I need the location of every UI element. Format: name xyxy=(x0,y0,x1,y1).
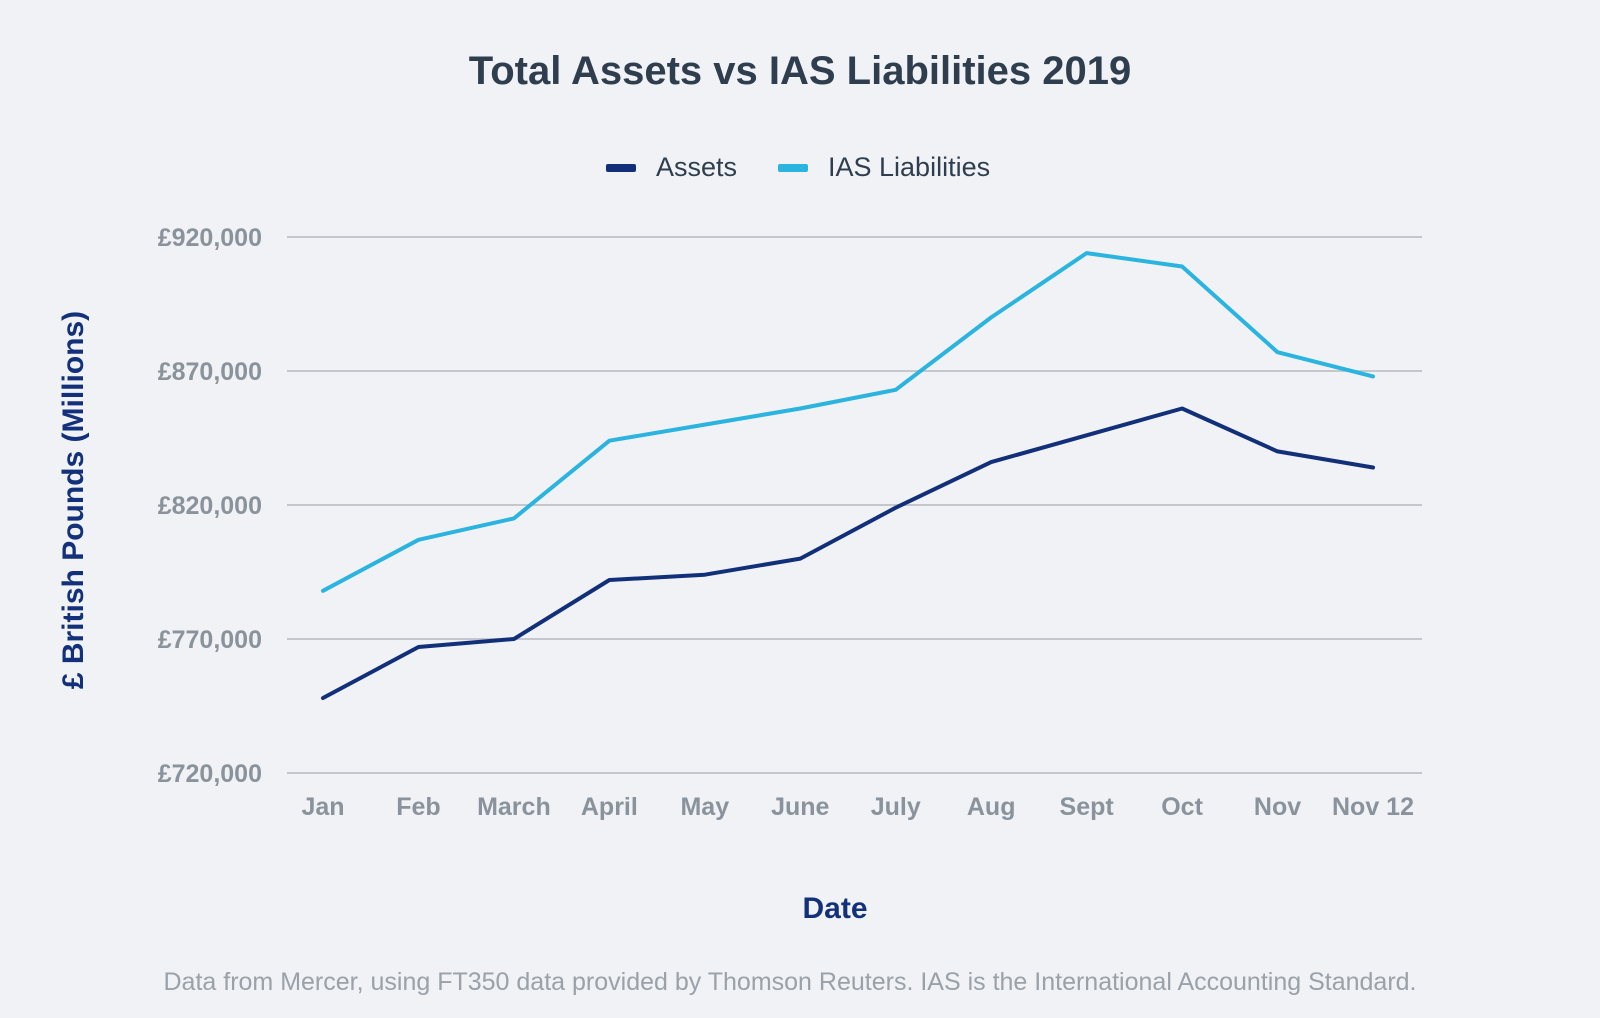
y-axis-label: £ British Pounds (Millions) xyxy=(57,311,90,689)
y-tick-label: £820,000 xyxy=(158,492,262,520)
x-tick-label: Sept xyxy=(1060,793,1115,821)
x-tick-label: Aug xyxy=(967,793,1016,821)
x-axis-label: Date xyxy=(802,892,867,925)
x-tick-label: April xyxy=(581,793,638,821)
gridlines xyxy=(287,236,1422,774)
x-tick-label: Nov 12 xyxy=(1332,793,1414,821)
footnote: Data from Mercer, using FT350 data provi… xyxy=(164,968,1417,996)
x-tick-label: Nov xyxy=(1254,793,1301,821)
legend-swatch-assets xyxy=(606,164,636,172)
y-tick-label: £770,000 xyxy=(158,626,262,654)
series-line-assets xyxy=(321,406,1375,700)
x-tick-label: July xyxy=(871,793,921,821)
legend-label-assets: Assets xyxy=(656,152,737,182)
y-tick-label: £920,000 xyxy=(158,224,262,252)
legend-label-ias-liabilities: IAS Liabilities xyxy=(828,152,990,182)
x-tick-label: Jan xyxy=(301,793,344,821)
x-tick-label: June xyxy=(771,793,829,821)
legend-swatch-ias-liabilities xyxy=(778,164,808,172)
y-tick-label: £870,000 xyxy=(158,358,262,386)
y-axis-ticks: £720,000 £770,000 £820,000 £870,000 £920,000 xyxy=(158,224,262,788)
y-tick-label: £720,000 xyxy=(158,760,262,788)
x-tick-label: Oct xyxy=(1161,793,1203,821)
legend: Assets IAS Liabilities xyxy=(606,152,990,182)
x-tick-label: March xyxy=(477,793,551,821)
x-tick-label: May xyxy=(680,793,729,821)
x-tick-label: Feb xyxy=(396,793,440,821)
chart-title: Total Assets vs IAS Liabilities 2019 xyxy=(469,49,1132,93)
x-axis-ticks: Jan Feb March April May June July Aug Sept Oct Nov… xyxy=(301,793,1414,821)
series-lines xyxy=(321,251,1375,700)
series-line-ias-liabilities xyxy=(321,251,1375,593)
